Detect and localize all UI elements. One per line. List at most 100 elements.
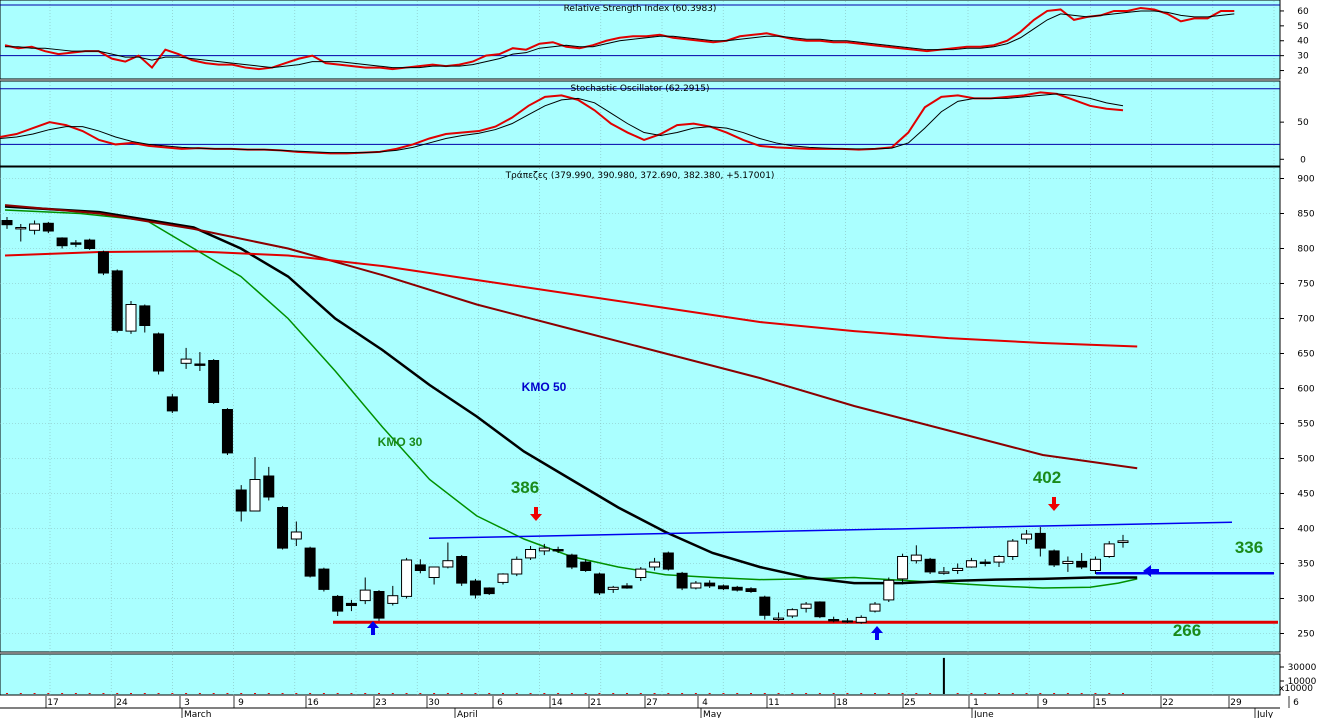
volume-bar (433, 693, 436, 694)
candle (759, 595, 771, 620)
rsi-rsi-line (4, 6, 1235, 71)
candle (497, 573, 509, 585)
candle-body (1117, 540, 1129, 544)
x-day-label: 30 (428, 698, 440, 708)
candle (731, 585, 743, 592)
candle (965, 557, 977, 568)
volume-bar (130, 693, 132, 694)
candle-body (538, 547, 550, 552)
x-day-label: 6 (497, 698, 503, 708)
candle (166, 394, 178, 413)
volume-bar (378, 693, 380, 694)
x-day-label: 22 (1162, 698, 1173, 708)
candle-body (249, 479, 261, 512)
x-day-label: 29 (1230, 698, 1242, 708)
price-panel: 250 300 350 400 450 500 550 600 650 700 750 800 850 9… (0, 166, 1315, 653)
volume-bar (763, 693, 766, 694)
volume-bar (1080, 693, 1083, 694)
stochastic-k-line (0, 91, 1124, 155)
candle (1117, 534, 1129, 548)
candle (745, 587, 757, 593)
candle (621, 583, 633, 589)
stochastic-panel: 0 50 Stochastic Oscillator (62.2915) (0, 80, 1309, 167)
candle-body (153, 333, 165, 372)
candle (580, 559, 592, 572)
candle (84, 238, 96, 250)
price-tick-label: 750 (1297, 280, 1314, 290)
candle (869, 602, 881, 613)
candle (29, 220, 41, 235)
volume-bar (185, 693, 188, 694)
candle-body (965, 560, 977, 568)
candle-body (979, 561, 991, 564)
resistance-line (428, 521, 1233, 540)
candle (800, 602, 812, 613)
volume-bar (102, 693, 105, 694)
volume-bar (350, 693, 353, 694)
down-arrow-icon (1048, 497, 1060, 511)
price-tick-label: 350 (1297, 560, 1314, 570)
candle-body (318, 568, 330, 590)
price-tick-label: 850 (1297, 210, 1314, 220)
candle (883, 577, 895, 602)
kmo30-label: KMO 30 (378, 435, 423, 449)
candle (1021, 529, 1033, 544)
candle-body (662, 552, 674, 570)
candle (566, 553, 578, 570)
candle-body (525, 549, 537, 559)
x-day-label: 9 (1042, 698, 1048, 708)
x-day-label: 9 (238, 698, 244, 708)
candle (938, 567, 950, 575)
volume-bar (612, 693, 615, 694)
candle-body (800, 603, 812, 609)
price-tick-label: 650 (1297, 350, 1314, 360)
volume-bar (722, 693, 725, 694)
volume-bar (61, 693, 64, 694)
candle (235, 485, 247, 522)
price-title: Τράπεζες (379.990, 390.980, 372.690, 382… (505, 171, 775, 181)
support-266-label: 266 (1173, 621, 1201, 640)
rsi-tick-label: 20 (1297, 67, 1309, 77)
candle-body (635, 568, 647, 578)
candle (607, 585, 619, 593)
candle-body (387, 595, 399, 604)
candle (111, 269, 123, 333)
candle-body (125, 304, 137, 332)
kmo50-label: KMO 50 (522, 380, 567, 394)
x-day-label: 4 (702, 698, 708, 708)
candle-body (42, 222, 54, 232)
candle (15, 224, 27, 242)
candle-body (690, 582, 702, 589)
candle (97, 250, 109, 276)
ma50-line (4, 205, 1138, 585)
volume-bar (267, 693, 270, 694)
price-tick-label: 900 (1297, 175, 1314, 185)
volume-bar (488, 693, 491, 694)
candle-body (731, 586, 743, 591)
volume-bar (1025, 693, 1028, 694)
candle-body (1, 220, 13, 226)
candle-body (511, 558, 523, 575)
x-day-label: 1 (973, 698, 979, 708)
x-day-label: 25 (904, 698, 915, 708)
volume-bar (74, 693, 77, 694)
volume-bar (143, 693, 146, 694)
volume-bar (667, 693, 670, 694)
candle-body (194, 363, 206, 366)
volume-bar (295, 693, 298, 694)
candle-body (924, 558, 936, 573)
volume-bar (240, 693, 243, 694)
candle-body (497, 573, 509, 583)
x-month-label: March (184, 710, 211, 718)
x-month-label: May (703, 710, 722, 718)
volume-bar (887, 693, 890, 694)
candle (332, 595, 344, 616)
candle (841, 618, 853, 623)
candle-body (221, 409, 233, 454)
rsi-tick-label: 60 (1297, 7, 1309, 17)
price-tick-label: 550 (1297, 420, 1314, 430)
candle-body (359, 589, 371, 602)
volume-bar (584, 693, 587, 694)
candle-body (855, 616, 867, 623)
